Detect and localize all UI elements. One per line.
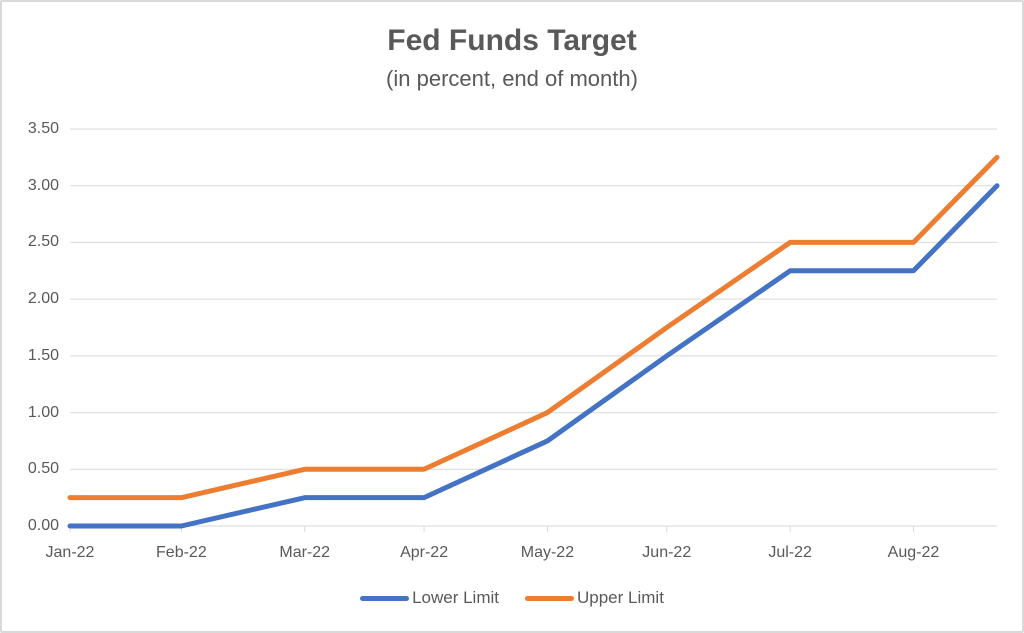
legend-label-lower-limit: Lower Limit <box>412 588 499 607</box>
y-tick-label: 2.00 <box>27 290 59 308</box>
x-tick-label: Jun-22 <box>642 544 692 561</box>
y-tick-label: 3.50 <box>27 120 59 137</box>
legend-item-upper-limit: Upper Limit <box>525 588 664 608</box>
y-tick-label: 0.00 <box>27 517 59 534</box>
legend-item-lower-limit: Lower Limit <box>360 588 499 608</box>
y-tick-label: 2.50 <box>27 233 59 251</box>
y-tick-label: 0.50 <box>27 460 59 478</box>
y-tick-label: 1.50 <box>27 346 59 364</box>
legend-label-upper-limit: Upper Limit <box>577 588 664 607</box>
x-tick-label: Jul-22 <box>768 544 812 561</box>
x-tick-label: May-22 <box>520 544 575 561</box>
x-tick-label: Mar-22 <box>279 544 331 561</box>
y-tick-label: 3.00 <box>27 176 59 194</box>
upper-limit-line-swatch <box>525 595 574 601</box>
lower-limit-line <box>67 183 1000 529</box>
x-tick-label: Aug-22 <box>887 544 940 561</box>
legend: Lower Limit Upper Limit <box>2 588 1022 608</box>
chart-title: Fed Funds Target <box>387 24 637 57</box>
chart-subtitle: (in percent, end of month) <box>386 66 638 91</box>
x-tick-label: Feb-22 <box>156 544 207 561</box>
x-tick-label: Jan-22 <box>45 544 95 561</box>
lower-limit-line-swatch <box>360 595 410 601</box>
upper-limit-line <box>67 154 1000 501</box>
y-tick-label: 1.00 <box>27 403 59 421</box>
x-tick-label: Apr-22 <box>400 544 449 561</box>
